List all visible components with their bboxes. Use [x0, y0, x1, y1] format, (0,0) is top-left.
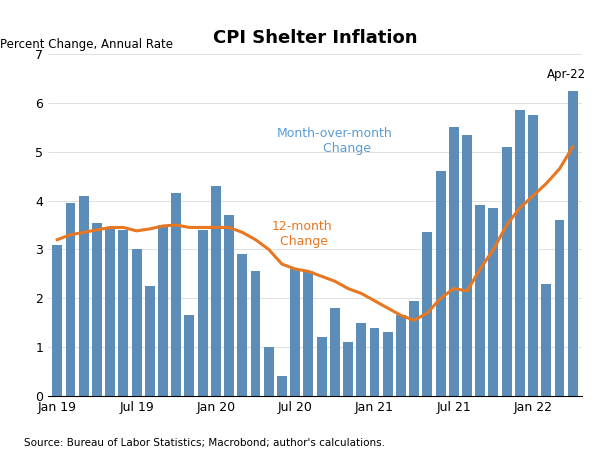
Bar: [488, 208, 499, 396]
Bar: [409, 301, 419, 396]
Bar: [197, 230, 208, 396]
Text: Percent Change, Annual Rate: Percent Change, Annual Rate: [0, 38, 173, 50]
Bar: [502, 147, 512, 396]
Text: Month-over-month
      Change: Month-over-month Change: [277, 127, 393, 155]
Bar: [343, 342, 353, 396]
Bar: [224, 215, 234, 396]
Bar: [105, 227, 115, 396]
Bar: [251, 271, 260, 396]
Bar: [528, 115, 538, 396]
Bar: [158, 225, 168, 396]
Bar: [330, 308, 340, 396]
Bar: [52, 244, 62, 396]
Bar: [79, 196, 89, 396]
Bar: [131, 249, 142, 396]
Bar: [145, 286, 155, 396]
Bar: [515, 110, 525, 396]
Bar: [238, 254, 247, 396]
Bar: [92, 223, 102, 396]
Bar: [383, 333, 392, 396]
Bar: [370, 328, 379, 396]
Bar: [65, 203, 76, 396]
Text: Source: Bureau of Labor Statistics; Macrobond; author's calculations.: Source: Bureau of Labor Statistics; Macr…: [24, 438, 385, 448]
Bar: [184, 315, 194, 396]
Bar: [422, 232, 433, 396]
Bar: [568, 90, 578, 396]
Bar: [541, 284, 551, 396]
Bar: [436, 171, 446, 396]
Text: 12-month
 Change: 12-month Change: [271, 220, 332, 248]
Bar: [449, 127, 459, 396]
Bar: [277, 377, 287, 396]
Text: Apr-22: Apr-22: [547, 68, 586, 81]
Bar: [396, 315, 406, 396]
Bar: [264, 347, 274, 396]
Bar: [290, 269, 300, 396]
Bar: [171, 193, 181, 396]
Bar: [554, 220, 565, 396]
Bar: [475, 206, 485, 396]
Bar: [211, 186, 221, 396]
Bar: [356, 323, 366, 396]
Bar: [304, 271, 313, 396]
Bar: [462, 135, 472, 396]
Bar: [317, 338, 326, 396]
Bar: [118, 230, 128, 396]
Title: CPI Shelter Inflation: CPI Shelter Inflation: [213, 29, 417, 47]
